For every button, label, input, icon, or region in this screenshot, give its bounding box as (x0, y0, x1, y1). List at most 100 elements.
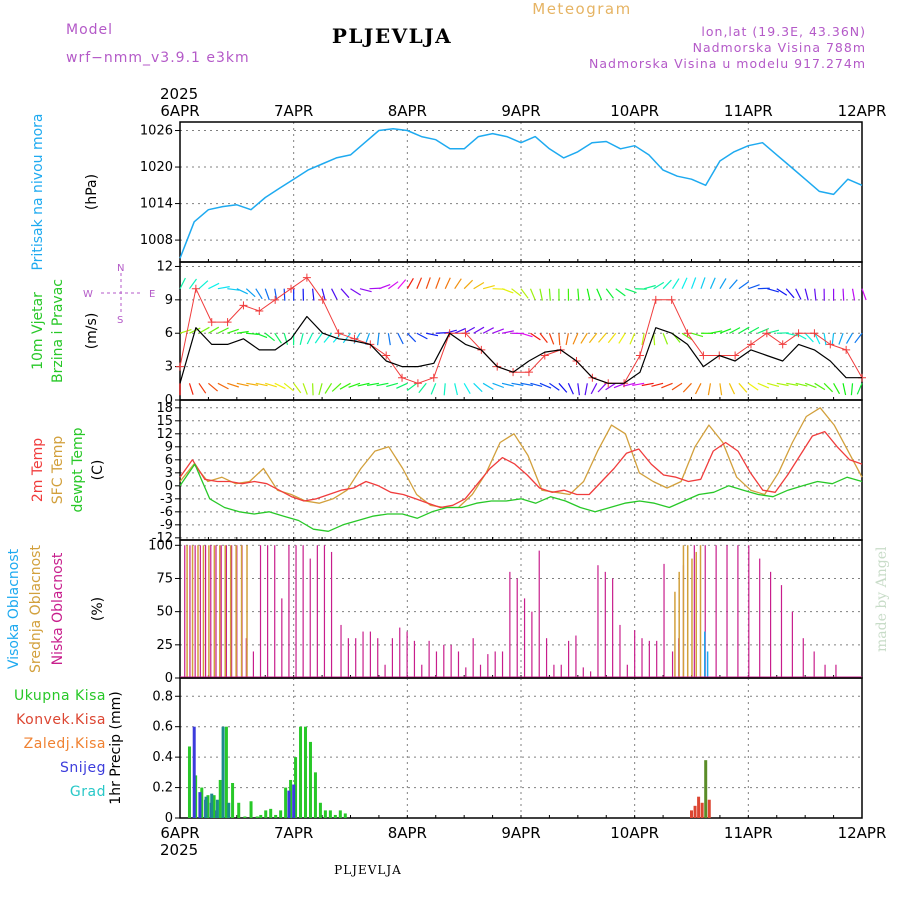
wind-barb (350, 288, 362, 296)
wind-barb (842, 383, 847, 396)
model-elevation-text: Nadmorska Visina u modelu 917.274m (589, 56, 866, 71)
wind-barb (700, 277, 706, 289)
precip-legend-item: Konvek.Kisa (16, 712, 106, 728)
precip-snow-bar (192, 726, 196, 818)
day-label-top: 6APR (160, 102, 199, 120)
temp-sfc-line (179, 407, 863, 509)
wind-barb (842, 288, 845, 301)
wind-barb (396, 382, 408, 389)
footer-station: PLJEVLJA (334, 863, 402, 877)
wind-barb (340, 288, 350, 299)
wind-barb (274, 332, 282, 344)
precip-snow-bar (287, 790, 291, 818)
wind-barb (662, 279, 672, 290)
day-label-bottom: 12APR (838, 824, 887, 842)
wind-barb (454, 278, 462, 290)
precip-total-bar (200, 787, 204, 818)
y-tick-label: 1020 (140, 160, 173, 175)
panel-frame (179, 677, 863, 819)
precip-total-bar (243, 816, 247, 818)
wind-gust-marker (461, 329, 470, 338)
wind-barb (318, 383, 323, 396)
y-tick-label: -12 (152, 531, 173, 546)
wind-barb (624, 288, 637, 294)
wind-barb (246, 382, 259, 386)
wind-barb (198, 382, 207, 394)
wind-barb (264, 332, 275, 342)
wind-barb (236, 330, 249, 334)
cloud-axis-label-high: Visoka Oblacnost (6, 548, 22, 669)
temp-unit-label: (C) (90, 460, 106, 481)
y-tick-label: 0 (165, 393, 173, 408)
wind-barb (861, 288, 867, 301)
precip-snow-bar (292, 784, 296, 818)
precip-total-bar (212, 795, 216, 818)
wind-barb (682, 382, 692, 393)
day-label-bottom: 8APR (388, 824, 427, 842)
precip-total-bar (269, 808, 273, 818)
wind-barb (274, 382, 286, 390)
wind-barb (342, 332, 351, 344)
precip-total-bar (323, 810, 327, 818)
wind-barb (728, 279, 738, 290)
precip-conv-bar (704, 760, 708, 818)
wind-barb (406, 332, 417, 343)
precip-legend-item: Zaledj.Kisa (24, 736, 106, 752)
wind-barb (208, 282, 220, 290)
wind-barb (283, 382, 294, 392)
wind-barb (245, 288, 256, 298)
precip-total-bar (259, 814, 263, 818)
wind-gust-marker (334, 329, 343, 338)
wind-barb (299, 333, 304, 345)
y-tick-label: 75 (156, 571, 173, 586)
precip-conv-bar (700, 802, 704, 818)
wind-barb (577, 383, 580, 396)
wind-barb (728, 383, 736, 395)
wind-barb (454, 327, 466, 334)
precip-hail-bar (227, 802, 231, 818)
wind-gust-marker (429, 373, 438, 382)
day-label-bottom: 11APR (724, 824, 773, 842)
wind-barb (681, 277, 688, 289)
wind-barb (418, 382, 427, 394)
wind-barb (565, 333, 569, 346)
wind-barb (613, 382, 626, 389)
wind-unit-label: (m/s) (84, 313, 100, 350)
wind-barb (588, 332, 598, 344)
wind-barb (823, 382, 834, 393)
panel-frame (179, 261, 863, 401)
wind-barb (179, 277, 186, 289)
y-tick-label: 12 (156, 427, 173, 442)
pressure-axis-label: Pritisak na nivou mora (30, 113, 46, 270)
wind-barb (823, 333, 827, 346)
wind-barb (691, 332, 704, 338)
precip-legend-item: Snijeg (60, 760, 106, 776)
wind-barb (539, 288, 543, 301)
y-tick-label: 15 (156, 414, 173, 429)
precip-total-bar (255, 816, 259, 818)
wind-barb (719, 328, 732, 334)
compass-w: W (83, 289, 93, 300)
year-bottom: 2025 (160, 841, 198, 859)
wind-barb (738, 281, 750, 290)
wind-gust-marker (302, 273, 311, 282)
wind-barb (255, 288, 263, 300)
wind-barb (539, 382, 552, 389)
wind-barb (814, 332, 821, 345)
wind-barb (729, 327, 741, 334)
wind-barb (596, 288, 603, 300)
precip-total-bar (284, 787, 288, 818)
wind-barb (710, 330, 723, 334)
y-tick-label: 18 (156, 401, 173, 416)
wind-barb (785, 288, 795, 299)
wind-barb (378, 284, 391, 290)
y-tick-label: 9 (165, 440, 173, 455)
wind-barb (306, 332, 314, 345)
wind-barb (443, 383, 446, 396)
wind-barb (747, 382, 759, 391)
wind-barb (530, 382, 543, 387)
y-tick-label: 100 (148, 538, 173, 553)
wind-barb (445, 329, 457, 334)
wind-barb (520, 332, 533, 338)
